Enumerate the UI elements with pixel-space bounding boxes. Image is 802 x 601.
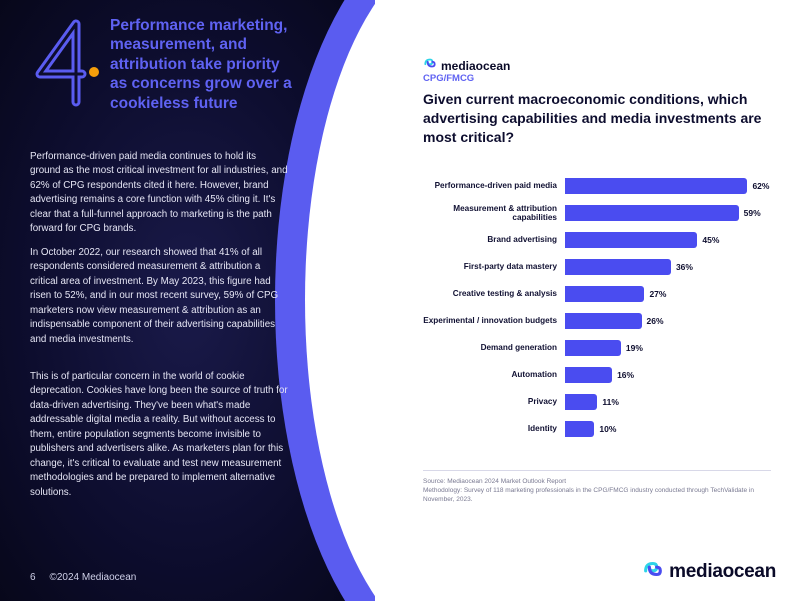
chart-bar-value: 62% (747, 178, 769, 194)
chart-row: Experimental / innovation budgets 26% (423, 307, 771, 334)
body-paragraph-2: In October 2022, our research showed tha… (30, 246, 288, 347)
chart-bar (565, 205, 739, 221)
chart-bar-track: 11% (565, 394, 771, 410)
chart-bar-value: 10% (594, 421, 616, 437)
chart-bar-track: 36% (565, 259, 771, 275)
chart-row: Creative testing & analysis 27% (423, 280, 771, 307)
chart-bar (565, 286, 644, 302)
chart-row: First-party data mastery 36% (423, 253, 771, 280)
right-panel: mediaocean CPG/FMCG Given current macroe… (375, 0, 802, 601)
chart-row: Privacy 11% (423, 388, 771, 415)
chart-bar-track: 45% (565, 232, 771, 248)
chart-bar-track: 10% (565, 421, 771, 437)
body-paragraph-3: This is of particular concern in the wor… (30, 370, 288, 500)
chart-title: Given current macroeconomic conditions, … (423, 90, 763, 147)
chart-row-label: First-party data mastery (423, 262, 565, 271)
chart-row: Brand advertising 45% (423, 226, 771, 253)
section-headline: Performance marketing, measurement, and … (110, 16, 295, 113)
chart-bar (565, 340, 621, 356)
chart-bar-track: 19% (565, 340, 771, 356)
copyright: ©2024 Mediaocean (49, 572, 136, 583)
chart-row-label: Performance-driven paid media (423, 181, 565, 190)
chart-row-label: Automation (423, 370, 565, 379)
chart-row-label: Creative testing & analysis (423, 289, 565, 298)
chart-bar-track: 59% (565, 205, 771, 221)
brand-logo-large: mediaocean (642, 558, 776, 585)
chart-bar (565, 313, 642, 329)
chart-row-label: Experimental / innovation budgets (423, 316, 565, 325)
chart-row-label: Privacy (423, 397, 565, 406)
chart-source: Source: Mediaocean 2024 Market Outlook R… (423, 470, 771, 504)
brand-name-large: mediaocean (669, 561, 776, 583)
section-number-icon (26, 14, 104, 112)
chart-bar-value: 19% (621, 340, 643, 356)
chart-row: Automation 16% (423, 361, 771, 388)
chart-bar-value: 59% (739, 205, 761, 221)
chart-bar (565, 367, 612, 383)
chart-bar-track: 27% (565, 286, 771, 302)
chart-bar (565, 178, 747, 194)
chart-bar-value: 26% (642, 313, 664, 329)
chart-bar (565, 421, 594, 437)
chart-row-label: Measurement & attribution capabilities (423, 204, 565, 222)
brand-name-small: mediaocean (441, 59, 510, 73)
chart-bar-value: 45% (697, 232, 719, 248)
chart-row: Identity 10% (423, 415, 771, 442)
chart-bar (565, 259, 671, 275)
chart-bar-track: 16% (565, 367, 771, 383)
page-footer: 6 ©2024 Mediaocean (30, 572, 136, 583)
page-number: 6 (30, 572, 36, 583)
source-line-1: Source: Mediaocean 2024 Market Outlook R… (423, 477, 771, 486)
chart-bar-value: 27% (644, 286, 666, 302)
source-line-2: Methodology: Survey of 118 marketing pro… (423, 486, 771, 504)
chart-bar-track: 26% (565, 313, 771, 329)
chart-bar (565, 394, 597, 410)
chart-bar-value: 36% (671, 259, 693, 275)
brand-icon (642, 558, 664, 585)
chart-bar-value: 16% (612, 367, 634, 383)
chart-row: Measurement & attribution capabilities 59… (423, 199, 771, 226)
subbrand-label: CPG/FMCG (423, 73, 474, 84)
chart-row-label: Identity (423, 424, 565, 433)
chart-row-label: Demand generation (423, 343, 565, 352)
bar-chart: Performance-driven paid media 62% Measurem… (423, 172, 771, 442)
chart-row: Demand generation 19% (423, 334, 771, 361)
chart-bar (565, 232, 697, 248)
chart-bar-track: 62% (565, 178, 771, 194)
chart-bar-value: 11% (597, 394, 619, 410)
left-panel: Performance marketing, measurement, and … (0, 0, 375, 601)
chart-row: Performance-driven paid media 62% (423, 172, 771, 199)
body-paragraph-1: Performance-driven paid media continues … (30, 150, 288, 237)
chart-row-label: Brand advertising (423, 235, 565, 244)
